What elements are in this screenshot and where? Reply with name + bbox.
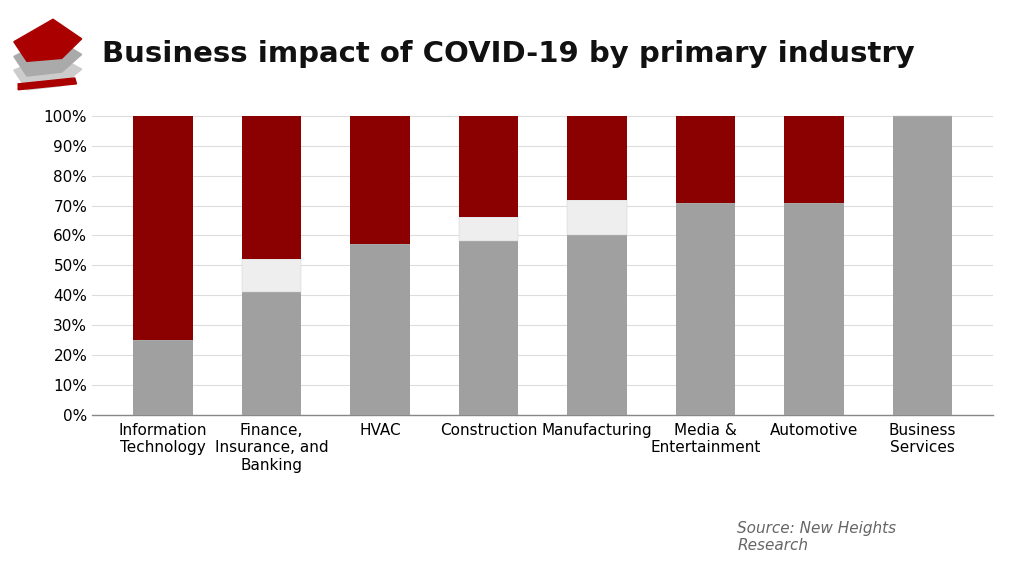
Polygon shape xyxy=(14,19,82,61)
Bar xyxy=(350,116,410,244)
Bar xyxy=(459,116,518,218)
Bar xyxy=(242,116,301,259)
Bar xyxy=(893,116,952,415)
Bar xyxy=(784,116,844,203)
Bar xyxy=(459,218,518,241)
Bar xyxy=(567,236,627,415)
Bar xyxy=(567,116,627,199)
Bar xyxy=(784,203,844,415)
Polygon shape xyxy=(18,78,77,90)
Bar xyxy=(242,259,301,292)
Bar xyxy=(567,199,627,236)
Polygon shape xyxy=(14,54,82,90)
Bar xyxy=(242,292,301,415)
Polygon shape xyxy=(14,37,82,76)
Bar xyxy=(133,116,193,340)
Bar xyxy=(676,116,735,203)
Text: Source: New Heights
Research: Source: New Heights Research xyxy=(737,521,896,553)
Bar xyxy=(350,244,410,415)
Text: Business impact of COVID-19 by primary industry: Business impact of COVID-19 by primary i… xyxy=(102,40,915,69)
Bar xyxy=(676,203,735,415)
Bar xyxy=(459,241,518,415)
Bar xyxy=(133,340,193,415)
